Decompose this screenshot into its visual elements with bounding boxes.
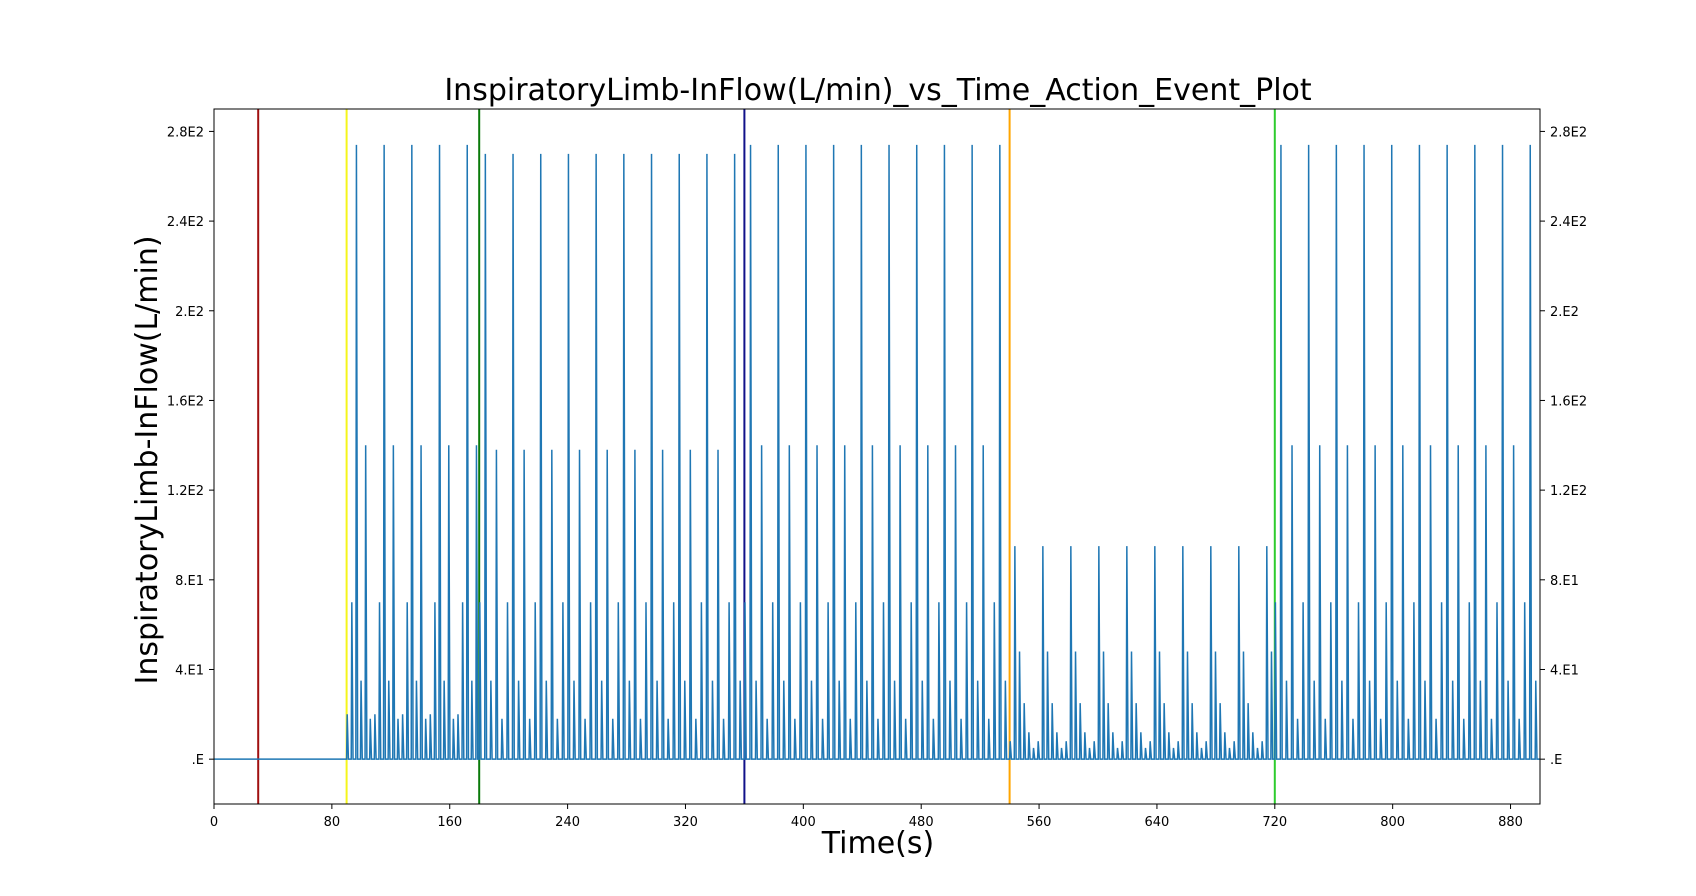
chart-title: InspiratoryLimb-InFlow(L/min)_vs_Time_Ac…: [444, 73, 1312, 108]
plot-frame: [213, 108, 1541, 805]
x-tick-label: 800: [1380, 815, 1405, 830]
x-axis-label: Time(s): [821, 826, 934, 861]
y-axis-left: .E 4.E1 8.E1 1.2E2 1.6E2 2.E2 2.4E2 2.8E2: [167, 125, 214, 768]
event-lines: [257, 109, 1276, 804]
y-tick-label-right: 2.8E2: [1550, 125, 1587, 140]
y-axis-label: InspiratoryLimb-InFlow(L/min): [130, 235, 165, 684]
y-tick-label-right: .E: [1550, 753, 1562, 768]
x-tick-label: 400: [791, 815, 816, 830]
x-tick-label: 560: [1027, 815, 1052, 830]
y-tick-label-left: 4.E1: [175, 663, 204, 678]
x-tick-label: 320: [673, 815, 698, 830]
x-tick-label: 0: [210, 815, 218, 830]
y-tick-label-left: 2.8E2: [167, 125, 204, 140]
series-line: [214, 144, 1540, 760]
y-tick-label-right: 1.2E2: [1550, 484, 1587, 499]
series-group: [214, 144, 1540, 760]
x-tick-label: 640: [1145, 815, 1170, 830]
x-tick-label: 240: [555, 815, 580, 830]
y-tick-label-right: 2.4E2: [1550, 215, 1587, 230]
y-tick-label-right: 2.E2: [1550, 305, 1579, 320]
y-tick-label-left: 8.E1: [175, 574, 204, 589]
y-tick-label-left: 1.2E2: [167, 484, 204, 499]
x-tick-label: 480: [909, 815, 934, 830]
y-tick-label-left: 2.E2: [175, 305, 204, 320]
x-tick-label: 80: [324, 815, 341, 830]
x-axis: 0 80 160 240 320 400 480 560 640 720 800 880: [210, 804, 1523, 830]
y-tick-label-left: .E: [192, 753, 204, 768]
y-axis-right: .E 4.E1 8.E1 1.2E2 1.6E2 2.E2 2.4E2 2.8E2: [1540, 125, 1587, 768]
y-tick-label-left: 2.4E2: [167, 215, 204, 230]
y-tick-label-right: 4.E1: [1550, 663, 1579, 678]
y-tick-label-right: 8.E1: [1550, 574, 1579, 589]
x-tick-label: 880: [1498, 815, 1523, 830]
y-tick-label-left: 1.6E2: [167, 394, 204, 409]
x-tick-label: 160: [437, 815, 462, 830]
y-tick-label-right: 1.6E2: [1550, 394, 1587, 409]
x-tick-label: 720: [1262, 815, 1287, 830]
